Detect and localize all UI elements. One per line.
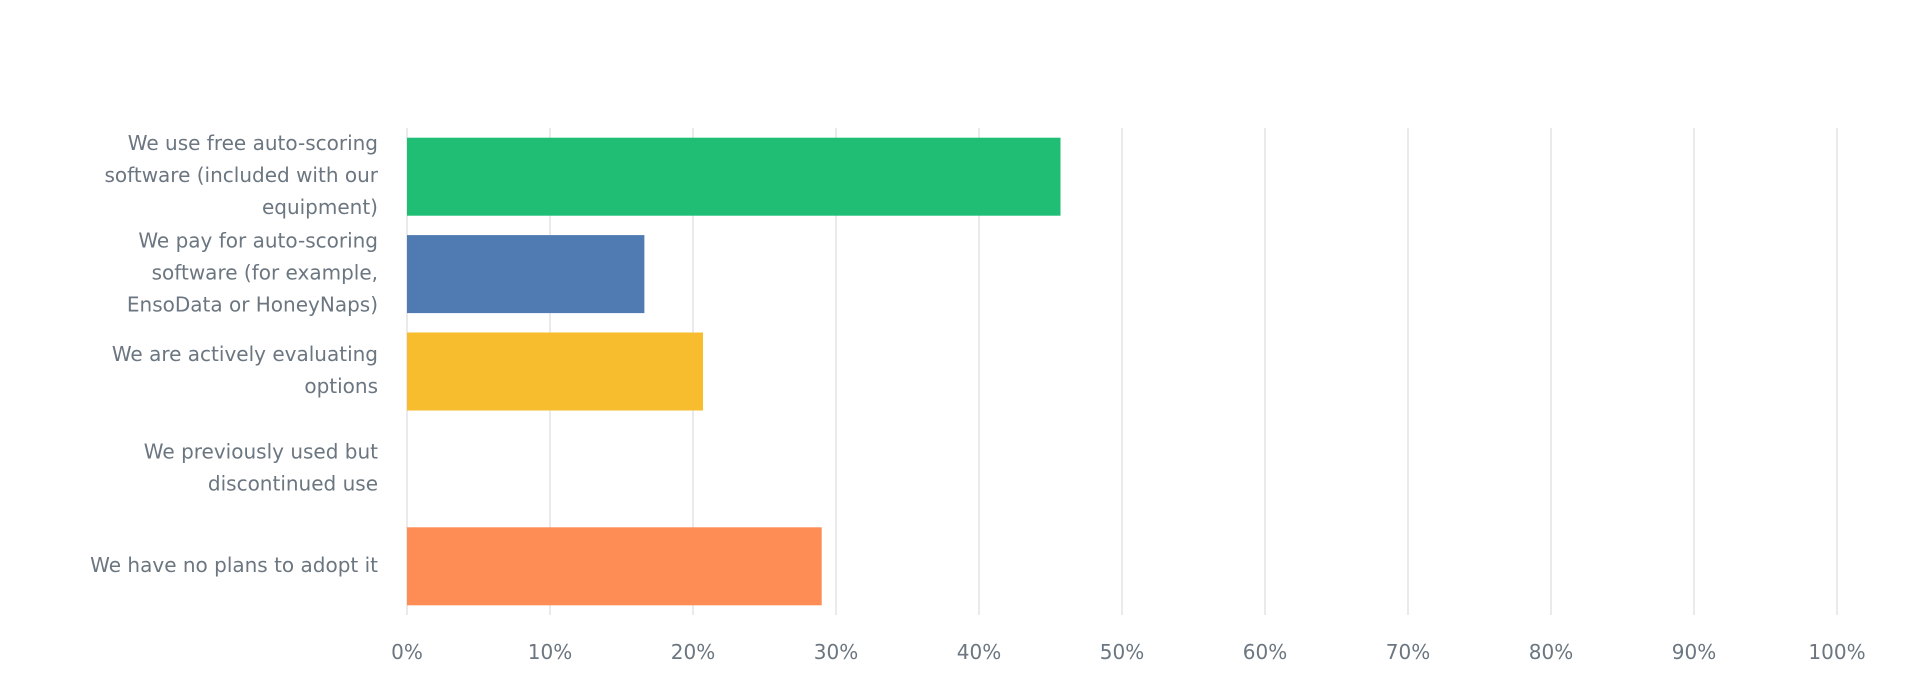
x-tick-label: 40%	[957, 640, 1001, 664]
y-tick-label: We pay for auto-scoring software (for exa…	[127, 229, 378, 317]
x-tick-label: 70%	[1386, 640, 1430, 664]
x-tick-label: 20%	[671, 640, 715, 664]
bar	[407, 527, 822, 606]
label-line: software (for example,	[152, 261, 378, 285]
x-tick-label: 100%	[1808, 640, 1865, 664]
label-line: equipment)	[262, 195, 378, 219]
y-tick-label: We previously used but discontinued use	[144, 439, 378, 495]
x-tick-label: 30%	[814, 640, 858, 664]
label-line: We use free auto-scoring	[128, 131, 378, 155]
label-line: We are actively evaluating	[112, 342, 378, 366]
bar	[407, 332, 704, 411]
x-tick-label: 60%	[1243, 640, 1287, 664]
y-tick-label: We are actively evaluating options	[112, 342, 378, 398]
label-line: software (included with our	[105, 163, 379, 187]
x-tick-label: 80%	[1529, 640, 1573, 664]
x-tick-label: 10%	[528, 640, 572, 664]
x-tick-label: 90%	[1672, 640, 1716, 664]
label-line: EnsoData or HoneyNaps)	[127, 293, 378, 317]
label-line: options	[304, 374, 378, 398]
x-tick-label: 50%	[1100, 640, 1144, 664]
y-tick-label: We use free auto-scoring software (includ…	[105, 131, 379, 219]
x-tick-label: 0%	[391, 640, 423, 664]
label-line: We previously used but	[144, 439, 378, 463]
bar	[407, 137, 1061, 216]
y-tick-label: We have no plans to adopt it	[90, 553, 378, 577]
label-line: We have no plans to adopt it	[90, 553, 378, 577]
label-line: We pay for auto-scoring	[138, 229, 378, 253]
label-line: discontinued use	[208, 471, 378, 495]
bar	[407, 235, 645, 314]
